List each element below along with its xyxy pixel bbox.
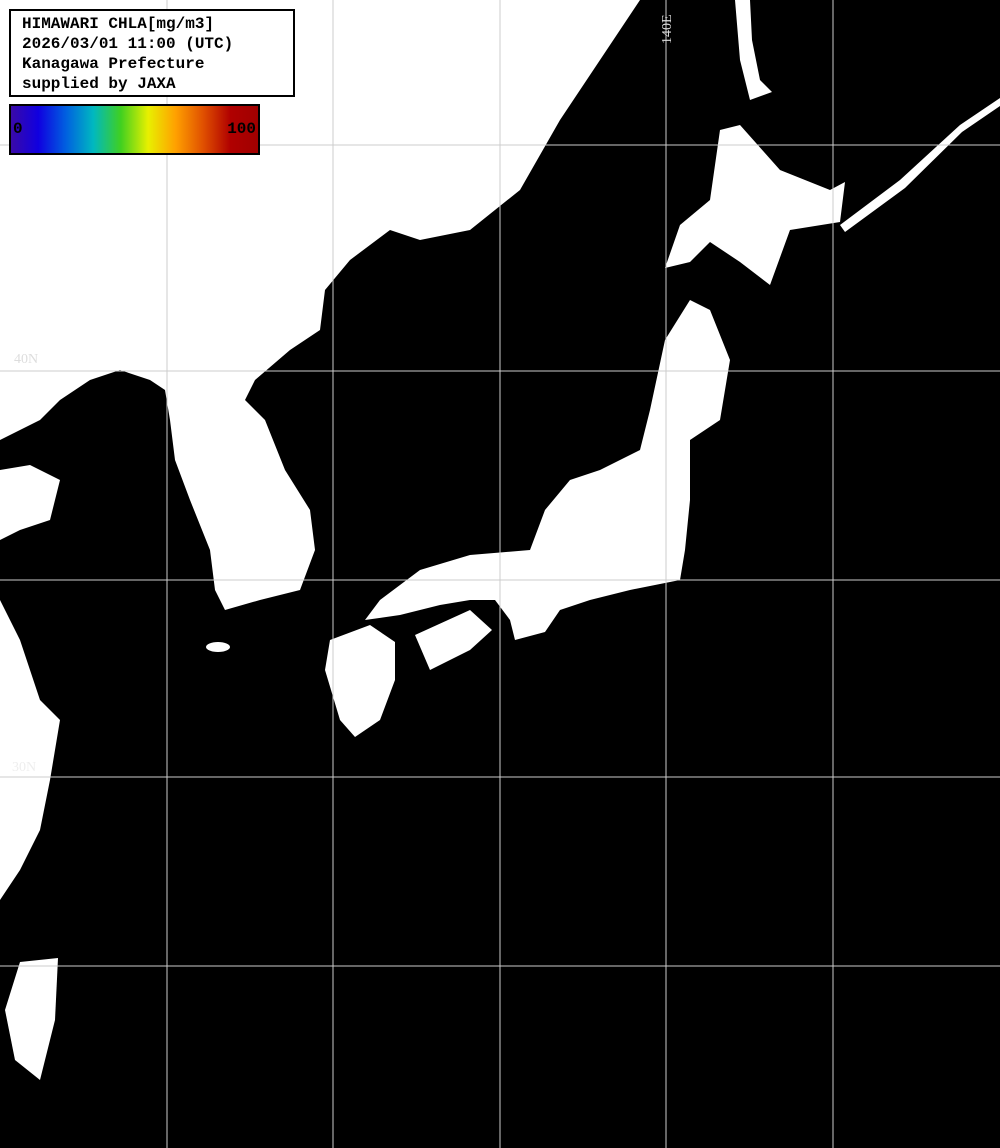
- land-honshu: [365, 300, 730, 640]
- label-40n: 40N: [14, 352, 39, 367]
- label-30n: 30N: [12, 760, 37, 775]
- title-credit: supplied by JAXA: [22, 75, 176, 93]
- land-china-east-coast: [0, 600, 60, 900]
- land-jeju: [206, 642, 230, 652]
- title-datetime: 2026/03/01 11:00 (UTC): [22, 35, 234, 53]
- land-kyushu: [325, 625, 395, 737]
- colorbar-min-label: 0: [13, 120, 23, 138]
- label-140e: 140E: [660, 14, 675, 44]
- colorbar: 0 100: [9, 104, 260, 155]
- land-shandong: [0, 465, 60, 540]
- title-box: HIMAWARI CHLA[mg/m3] 2026/03/01 11:00 (U…: [9, 9, 295, 97]
- land-sakhalin: [735, 0, 772, 100]
- land-kuril-islands: [840, 98, 1000, 232]
- land-hokkaido: [665, 125, 845, 285]
- colorbar-max-label: 100: [227, 120, 256, 138]
- land-shikoku: [415, 610, 492, 670]
- title-product: HIMAWARI CHLA[mg/m3]: [22, 15, 215, 33]
- land-taiwan: [5, 958, 58, 1080]
- title-region: Kanagawa Prefecture: [22, 55, 205, 73]
